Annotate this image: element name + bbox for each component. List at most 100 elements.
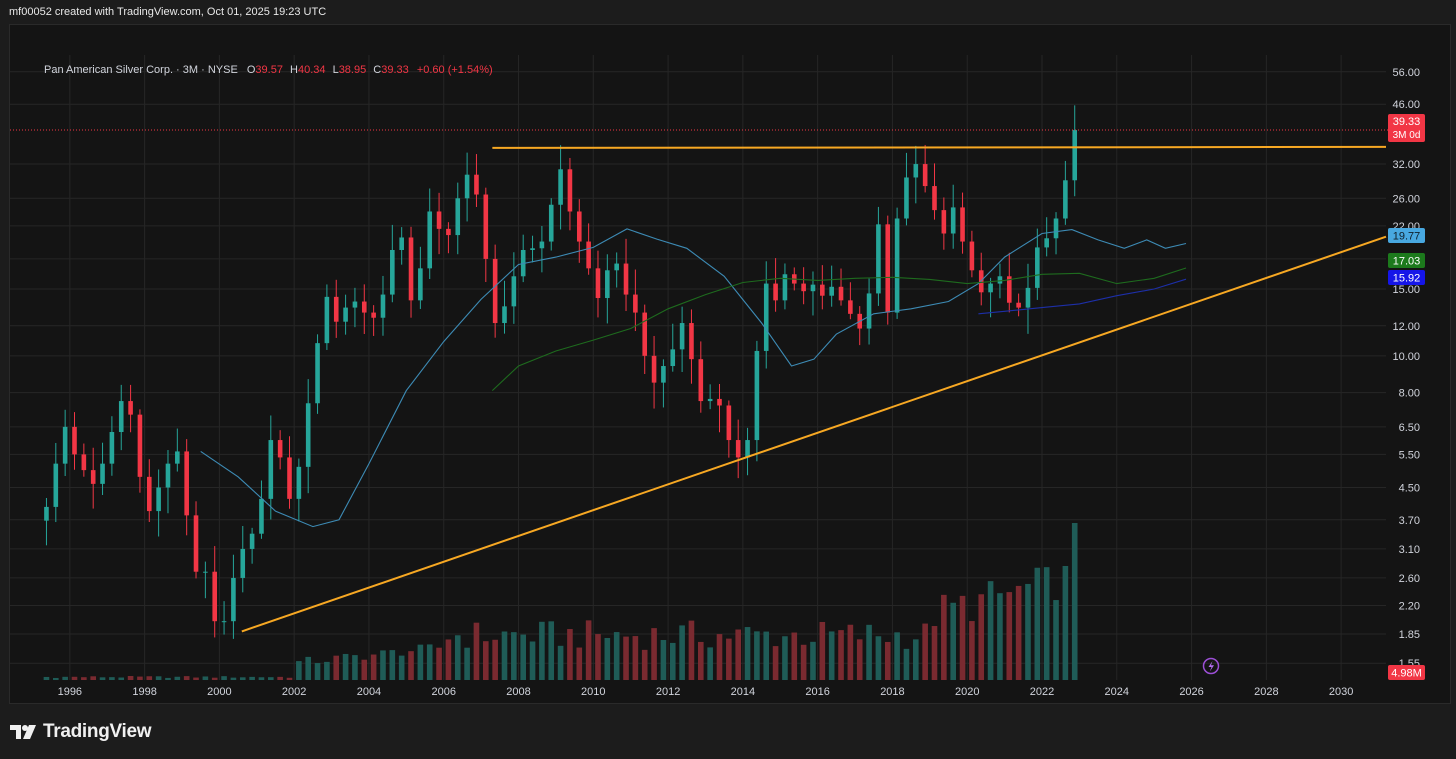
volume-bar bbox=[520, 634, 526, 680]
y-tick-label: 12.00 bbox=[1392, 321, 1420, 333]
resistance-line[interactable] bbox=[492, 145, 1387, 149]
tradingview-logo-icon bbox=[10, 725, 36, 739]
candle-body bbox=[595, 268, 601, 299]
x-tick-label: 2008 bbox=[506, 686, 530, 698]
candle-body bbox=[156, 487, 161, 512]
support-trendline[interactable] bbox=[241, 235, 1387, 633]
ma-short-tag: 19.77 bbox=[1393, 231, 1421, 243]
legend-close-value: 39.33 bbox=[381, 64, 409, 76]
drawn-lines[interactable] bbox=[10, 129, 1388, 633]
volume-bar bbox=[1034, 567, 1041, 680]
volume-bar bbox=[342, 653, 349, 680]
candle-body bbox=[324, 296, 330, 344]
candle-body bbox=[483, 194, 489, 259]
volume-bar bbox=[118, 677, 125, 680]
volume-bar bbox=[305, 656, 311, 680]
candle-body bbox=[361, 301, 367, 313]
x-tick-label: 2022 bbox=[1030, 686, 1054, 698]
volume-bar bbox=[436, 647, 442, 680]
volume-bar bbox=[726, 638, 732, 680]
y-tick-label: 5.50 bbox=[1399, 449, 1420, 461]
candle-body bbox=[221, 621, 227, 623]
candle-body bbox=[390, 250, 395, 295]
gridlines bbox=[10, 55, 1386, 680]
candle-body bbox=[146, 476, 152, 512]
volume-bar bbox=[969, 621, 975, 680]
candle-body bbox=[922, 164, 928, 187]
candle-body bbox=[586, 241, 591, 269]
volume-bar bbox=[950, 602, 956, 680]
candle-body bbox=[90, 470, 96, 484]
volume-bar bbox=[698, 641, 704, 680]
candle-body bbox=[848, 300, 853, 314]
symbol-legend[interactable]: Pan American Silver Corp. · 3M · NYSE O3… bbox=[44, 64, 493, 76]
candle-body bbox=[315, 343, 320, 404]
candle-body bbox=[259, 498, 264, 534]
volume-bar bbox=[53, 677, 59, 680]
candle-body bbox=[44, 506, 49, 521]
candle-body bbox=[212, 571, 218, 622]
volume-bar bbox=[763, 631, 770, 680]
x-tick-label: 2018 bbox=[880, 686, 904, 698]
volume-bar bbox=[744, 627, 751, 680]
volume-bar bbox=[127, 676, 134, 680]
candle-body bbox=[427, 211, 433, 269]
tradingview-logo[interactable]: TradingView bbox=[10, 721, 152, 743]
candle-body bbox=[72, 426, 77, 455]
candle-body bbox=[707, 398, 713, 402]
volume-bar bbox=[913, 639, 919, 680]
y-tick-label: 4.50 bbox=[1399, 482, 1420, 494]
volume-bar bbox=[856, 639, 863, 680]
volume-bar bbox=[884, 641, 891, 680]
time-axis[interactable]: 1996 1998 2000 2002 2004 2006 2008 2010 2012 2014… bbox=[58, 686, 1354, 698]
volume-bar bbox=[230, 677, 237, 680]
x-tick-label: 2012 bbox=[656, 686, 680, 698]
volume-bar bbox=[286, 677, 293, 680]
x-tick-label: 2004 bbox=[357, 686, 381, 698]
candle-body bbox=[885, 224, 891, 313]
x-tick-label: 2000 bbox=[207, 686, 231, 698]
candle-body bbox=[436, 211, 442, 229]
volume-bar bbox=[258, 677, 265, 680]
candle-body bbox=[1063, 180, 1068, 219]
volume-bar bbox=[99, 677, 106, 680]
y-tick-label: 2.60 bbox=[1399, 573, 1420, 585]
candle-body bbox=[184, 451, 189, 516]
y-tick-label: 2.20 bbox=[1399, 600, 1420, 612]
volume-bar bbox=[464, 647, 470, 680]
volume-bar bbox=[370, 654, 377, 680]
candle-body bbox=[530, 248, 535, 251]
alert-icon[interactable] bbox=[1202, 657, 1220, 675]
footer bbox=[0, 704, 1456, 759]
candle-body bbox=[904, 177, 909, 219]
chart-panel[interactable] bbox=[9, 24, 1451, 704]
volume-bar bbox=[894, 632, 900, 680]
legend-open-label: O bbox=[247, 64, 256, 76]
candle-body bbox=[614, 263, 619, 271]
volume-bar bbox=[137, 676, 143, 680]
candle-body bbox=[408, 237, 414, 301]
volume-bar bbox=[866, 624, 872, 680]
price-axis[interactable]: 1.551.852.202.603.103.704.505.506.508.00… bbox=[1392, 67, 1420, 670]
volume-bar bbox=[417, 644, 424, 680]
volume-bar bbox=[239, 677, 246, 680]
tradingview-logo-text: TradingView bbox=[43, 721, 152, 742]
candle-body bbox=[474, 174, 479, 195]
volume-bar bbox=[707, 647, 713, 680]
volume-bar bbox=[567, 629, 573, 680]
volume-bar bbox=[445, 639, 452, 680]
ma-mid-tag: 17.03 bbox=[1393, 256, 1421, 268]
candle-body bbox=[455, 198, 461, 236]
candle-body bbox=[745, 440, 750, 458]
volume-bar bbox=[641, 649, 648, 680]
candle-body bbox=[175, 451, 180, 464]
volume-tag-bg bbox=[1388, 665, 1425, 680]
candle-body bbox=[913, 164, 919, 178]
volume-bar bbox=[772, 646, 779, 680]
candle-body bbox=[698, 359, 704, 402]
candle-body bbox=[576, 211, 582, 242]
x-tick-label: 2002 bbox=[282, 686, 306, 698]
x-tick-label: 2026 bbox=[1179, 686, 1203, 698]
candle-body bbox=[418, 268, 423, 301]
